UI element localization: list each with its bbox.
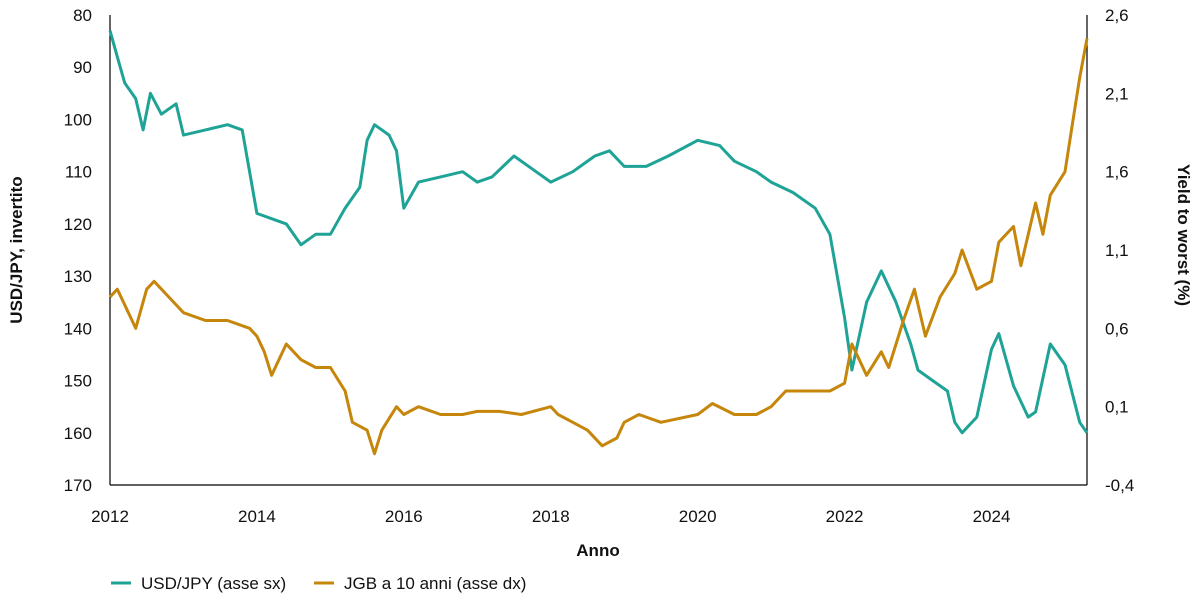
left-y-tick-label: 150 — [64, 372, 92, 391]
left-y-axis: 80 90 100 110 120 130 140 150 160 170 — [64, 6, 92, 495]
right-y-tick-label: -0,4 — [1105, 476, 1134, 495]
jgb-series-line — [108, 38, 1089, 456]
right-y-tick-label: 0,6 — [1105, 319, 1129, 338]
left-y-tick-label: 160 — [64, 424, 92, 443]
left-y-tick-label: 140 — [64, 319, 92, 338]
left-y-tick-label: 100 — [64, 110, 92, 129]
right-y-tick-label: 0,1 — [1105, 398, 1129, 417]
x-tick-label: 2016 — [385, 507, 423, 526]
x-tick-label: 2022 — [826, 507, 864, 526]
legend-label-usdjpy: USD/JPY (asse sx) — [141, 574, 286, 593]
right-y-tick-label: 1,6 — [1105, 163, 1129, 182]
left-y-tick-label: 130 — [64, 267, 92, 286]
right-y-axis: 2,6 2,1 1,6 1,1 0,6 0,1 -0,4 — [1105, 6, 1134, 495]
left-y-tick-label: 170 — [64, 476, 92, 495]
x-tick-label: 2018 — [532, 507, 570, 526]
left-y-tick-label: 90 — [73, 58, 92, 77]
right-y-axis-label: Yield to worst (%) — [1174, 164, 1193, 306]
x-tick-label: 2024 — [973, 507, 1011, 526]
left-y-tick-label: 120 — [64, 215, 92, 234]
left-y-axis-label: USD/JPY, invertito — [7, 176, 26, 323]
left-y-tick-label: 110 — [65, 163, 92, 182]
usdjpy-series-line — [108, 30, 1089, 435]
right-y-tick-label: 2,6 — [1105, 6, 1129, 25]
x-axis-label: Anno — [576, 541, 619, 560]
x-tick-label: 2014 — [238, 507, 276, 526]
x-tick-label: 2012 — [91, 507, 129, 526]
right-y-tick-label: 1,1 — [1105, 241, 1129, 260]
right-y-tick-label: 2,1 — [1105, 84, 1129, 103]
x-axis: 2012 2014 2016 2018 2020 2022 2024 — [91, 507, 1010, 526]
left-y-tick-label: 80 — [73, 6, 92, 25]
x-tick-label: 2020 — [679, 507, 717, 526]
legend-label-jgb: JGB a 10 anni (asse dx) — [344, 574, 526, 593]
legend: USD/JPY (asse sx) JGB a 10 anni (asse dx… — [111, 574, 526, 593]
